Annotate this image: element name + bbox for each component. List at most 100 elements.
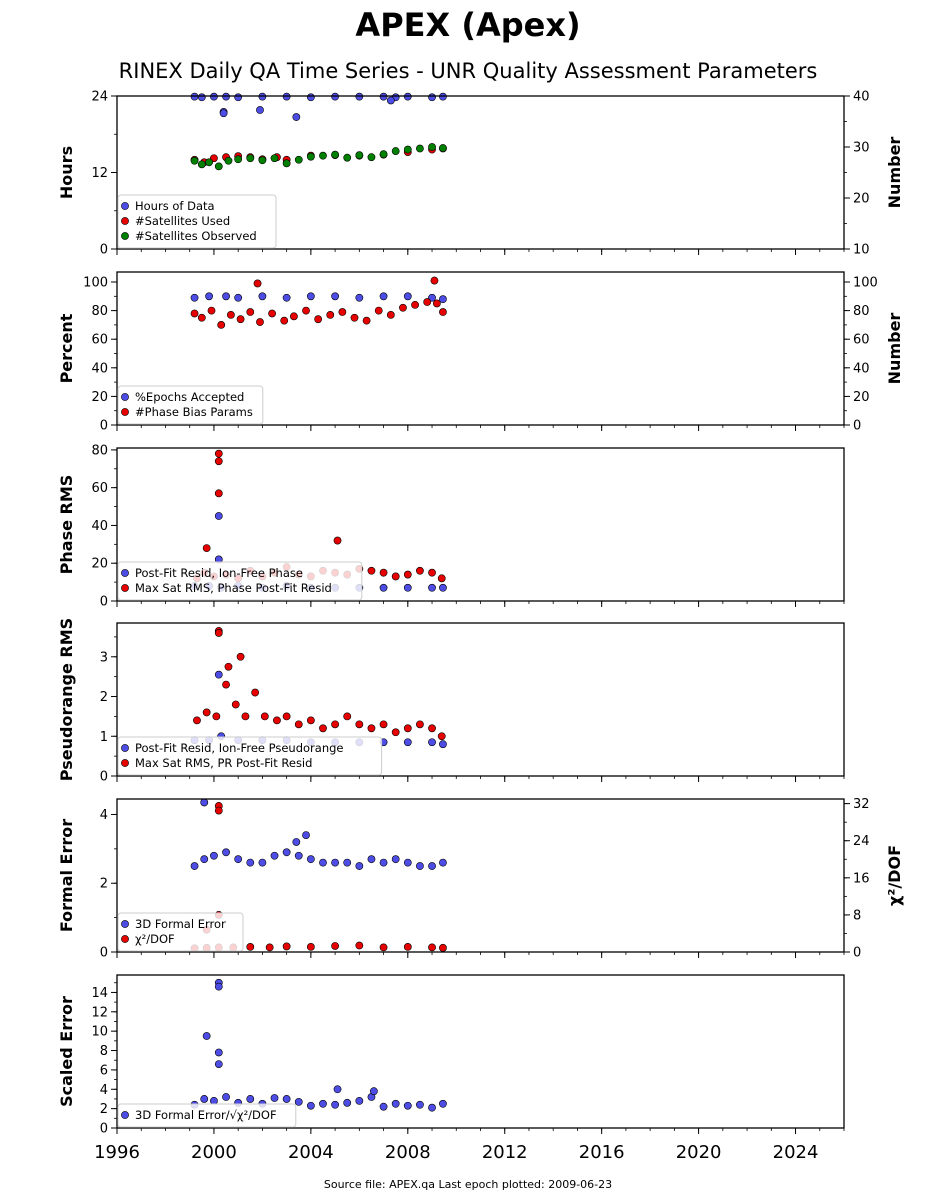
panel-scaled: 1996 2000 2004 2008 2012 2016 2020 2024 0 2 4 6 8 10 1… xyxy=(57,974,845,1163)
data-point-pseudorange-s0 xyxy=(403,738,412,747)
data-point-scaled-s0 xyxy=(270,1094,279,1102)
legend-label: Post-Fit Resid, Ion-Free Phase xyxy=(135,566,303,580)
y-right-tick-label: 8 xyxy=(853,908,861,923)
data-point-formal-s1 xyxy=(214,806,223,815)
data-point-pseudorange-s1 xyxy=(294,720,303,729)
data-point-percent-s1 xyxy=(302,306,310,315)
data-point-percent-s0 xyxy=(282,293,291,302)
legend-marker xyxy=(121,408,129,416)
data-point-scaled-s0 xyxy=(428,1103,436,1112)
legend: Post-Fit Resid, Ion-Free PseudorangeMax … xyxy=(117,736,383,776)
data-point-pseudorange-s1 xyxy=(231,700,240,709)
data-point-pseudorange-s1 xyxy=(343,712,352,721)
data-point-pseudorange-s1 xyxy=(260,712,269,721)
data-point-scaled-s0 xyxy=(379,1102,388,1111)
data-point-scaled-s0 xyxy=(416,1100,424,1109)
data-point-pseudorange-s1 xyxy=(241,712,250,721)
y-tick-label: 60 xyxy=(91,333,108,348)
y-tick-label: 2 xyxy=(100,1102,108,1117)
data-point-percent-s0 xyxy=(234,293,243,302)
data-point-formal-s1 xyxy=(379,943,388,952)
y-right-tick-label: 16 xyxy=(853,871,870,886)
data-point-percent-s1 xyxy=(226,310,235,319)
data-point-scaled-s0 xyxy=(403,1101,412,1110)
data-point-percent-s0 xyxy=(306,292,315,301)
y-tick-label: 40 xyxy=(91,519,108,534)
y-axis-label: Pseudorange RMS xyxy=(57,618,76,781)
footer-source: Source file: APEX.qa Last epoch plotted:… xyxy=(324,1178,612,1191)
chart-title: APEX (Apex) xyxy=(355,6,580,44)
data-point-phase-s1 xyxy=(379,568,388,577)
y-right-tick-label: 10 xyxy=(853,243,870,258)
data-point-percent-s1 xyxy=(399,303,407,312)
plot-frame xyxy=(116,974,845,1129)
data-point-phase-s1 xyxy=(367,566,376,575)
y-tick-label: 20 xyxy=(91,557,108,572)
y-tick-label: 20 xyxy=(91,390,108,405)
data-point-formal-s0 xyxy=(200,798,209,807)
data-point-phase-s1 xyxy=(333,536,342,545)
data-point-pseudorange-s1 xyxy=(251,688,260,697)
data-point-formal-s0 xyxy=(379,858,388,867)
legend-label: Max Sat RMS, Phase Post-Fit Resid xyxy=(135,581,332,595)
y-tick-label: 1 xyxy=(100,730,108,745)
data-point-percent-s0 xyxy=(258,292,267,301)
data-point-pseudorange-s1 xyxy=(193,716,201,725)
y-tick-label: 4 xyxy=(100,1083,108,1098)
data-point-scaled-s0 xyxy=(210,1096,218,1105)
data-point-formal-s0 xyxy=(234,855,243,864)
x-tick-label: 2016 xyxy=(579,1142,625,1163)
data-point-formal-s1 xyxy=(282,942,291,951)
y-axis-label: Scaled Error xyxy=(57,996,76,1107)
legend-label: #Satellites Used xyxy=(135,214,230,228)
data-point-hours-s0 xyxy=(234,93,243,102)
data-point-percent-s1 xyxy=(338,308,347,316)
data-point-formal-s0 xyxy=(367,855,376,864)
data-point-percent-s1 xyxy=(432,299,441,308)
y-tick-label: 0 xyxy=(100,770,108,785)
data-point-pseudorange-s1 xyxy=(428,724,436,733)
y-right-tick-label: 20 xyxy=(853,390,870,405)
data-point-percent-s0 xyxy=(439,295,447,304)
data-point-scaled-s0 xyxy=(343,1098,352,1107)
data-point-scaled-s0 xyxy=(294,1097,303,1106)
legend-box xyxy=(117,736,383,776)
y-tick-label: 3 xyxy=(100,650,108,665)
y-tick-label: 0 xyxy=(100,243,108,258)
legend-box xyxy=(117,385,264,425)
legend-box xyxy=(117,561,363,601)
data-point-percent-s1 xyxy=(439,308,447,316)
data-point-hours-s2 xyxy=(306,152,315,161)
data-point-formal-s0 xyxy=(190,862,199,870)
data-point-phase-s1 xyxy=(214,457,223,466)
data-point-hours-s2 xyxy=(391,147,400,155)
data-point-pseudorange-s1 xyxy=(416,720,424,729)
data-point-percent-s0 xyxy=(428,293,436,302)
data-point-hours-s2 xyxy=(428,143,436,151)
data-point-phase-s1 xyxy=(403,570,412,579)
x-tick-label: 2008 xyxy=(385,1142,431,1163)
plot-frame xyxy=(116,622,845,777)
legend-label: %Epochs Accepted xyxy=(135,390,244,404)
data-point-percent-s0 xyxy=(379,292,388,301)
data-point-formal-s0 xyxy=(302,831,310,840)
legend: %Epochs Accepted#Phase Bias Params xyxy=(117,385,264,425)
data-point-percent-s1 xyxy=(423,298,432,306)
data-point-phase-s1 xyxy=(428,568,436,577)
data-point-formal-s1 xyxy=(246,943,255,951)
data-point-pseudorange-s1 xyxy=(222,680,230,689)
data-point-scaled-s0 xyxy=(331,1100,339,1109)
data-point-hours-s2 xyxy=(439,144,447,152)
data-point-percent-s1 xyxy=(326,310,335,319)
data-point-percent-s1 xyxy=(411,300,419,309)
legend-marker xyxy=(121,217,129,225)
y-right-tick-label: 80 xyxy=(853,304,870,319)
legend-box xyxy=(117,912,244,952)
y-tick-label: 2 xyxy=(100,690,108,705)
data-point-pseudorange-s1 xyxy=(391,728,400,737)
data-point-percent-s1 xyxy=(350,313,359,322)
data-point-formal-s0 xyxy=(355,862,364,870)
